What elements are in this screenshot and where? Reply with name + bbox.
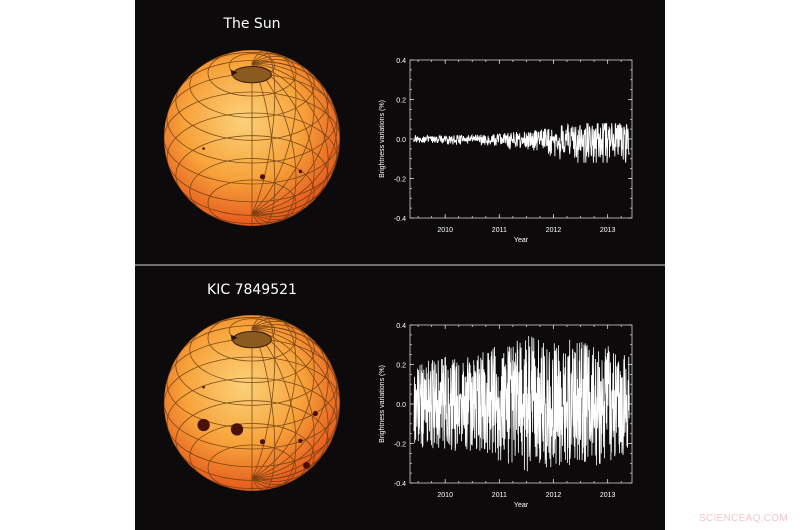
- starspot: [303, 461, 311, 469]
- kic-brightness-chart: -0.4 -0.2 0.0 0.2 0.4 2010 2011 2012 2013 Year Bri…: [379, 323, 633, 509]
- watermark: SCIENCEAQ.COM: [699, 513, 788, 524]
- kic-star-globe-illustration: [164, 315, 340, 491]
- polar-spot: [232, 66, 272, 84]
- x-tick-label: 2011: [492, 492, 507, 499]
- lat-long-grid: [164, 315, 340, 491]
- x-axis-label: Year: [514, 237, 529, 244]
- panel-divider: [135, 264, 665, 266]
- starspot: [259, 174, 266, 180]
- lat-long-grid: [164, 50, 340, 226]
- starspot: [230, 423, 244, 436]
- x-tick-label: 2010: [437, 227, 453, 234]
- y-tick-label: 0.2: [396, 98, 406, 105]
- y-tick-label: 0.0: [396, 137, 406, 144]
- x-tick-label: 2012: [546, 227, 562, 234]
- starspot: [312, 410, 318, 417]
- y-tick-label: 0.2: [396, 363, 406, 370]
- x-tick-label: 2010: [437, 492, 453, 499]
- y-tick-label: 0.4: [396, 323, 406, 330]
- y-tick-label: -0.4: [394, 481, 406, 488]
- sun-brightness-chart: -0.4 -0.2 0.0 0.2 0.4 2010 2011 2012 2013 Year Bri…: [379, 58, 633, 244]
- y-tick-label: 0.4: [396, 58, 406, 65]
- x-tick-label: 2012: [546, 492, 562, 499]
- axes-frame: [409, 59, 633, 219]
- axes-frame: [409, 324, 633, 484]
- x-tick-label: 2013: [600, 492, 616, 499]
- brightness-trace: [413, 335, 630, 472]
- y-tick-label: 0.0: [396, 402, 406, 409]
- x-tick-label: 2013: [600, 227, 616, 234]
- y-axis-label: Brightness variations (%): [379, 100, 386, 178]
- starspot: [197, 418, 210, 432]
- title-the-sun: The Sun: [223, 16, 281, 32]
- x-axis-label: Year: [514, 502, 529, 509]
- starspot: [298, 169, 303, 174]
- y-axis-label: Brightness variations (%): [379, 365, 386, 443]
- y-tick-label: -0.4: [394, 216, 406, 223]
- y-tick-label: -0.2: [394, 177, 406, 184]
- starspot: [298, 438, 303, 444]
- starspot: [259, 439, 266, 445]
- y-tick-label: -0.2: [394, 442, 406, 449]
- starspot: [202, 147, 205, 150]
- brightness-trace: [413, 122, 630, 163]
- polar-spot: [232, 331, 272, 349]
- sun-globe-illustration: [164, 50, 340, 226]
- title-kic-7849521: KIC 7849521: [207, 282, 297, 298]
- x-tick-label: 2011: [492, 227, 507, 234]
- starspot: [202, 385, 205, 389]
